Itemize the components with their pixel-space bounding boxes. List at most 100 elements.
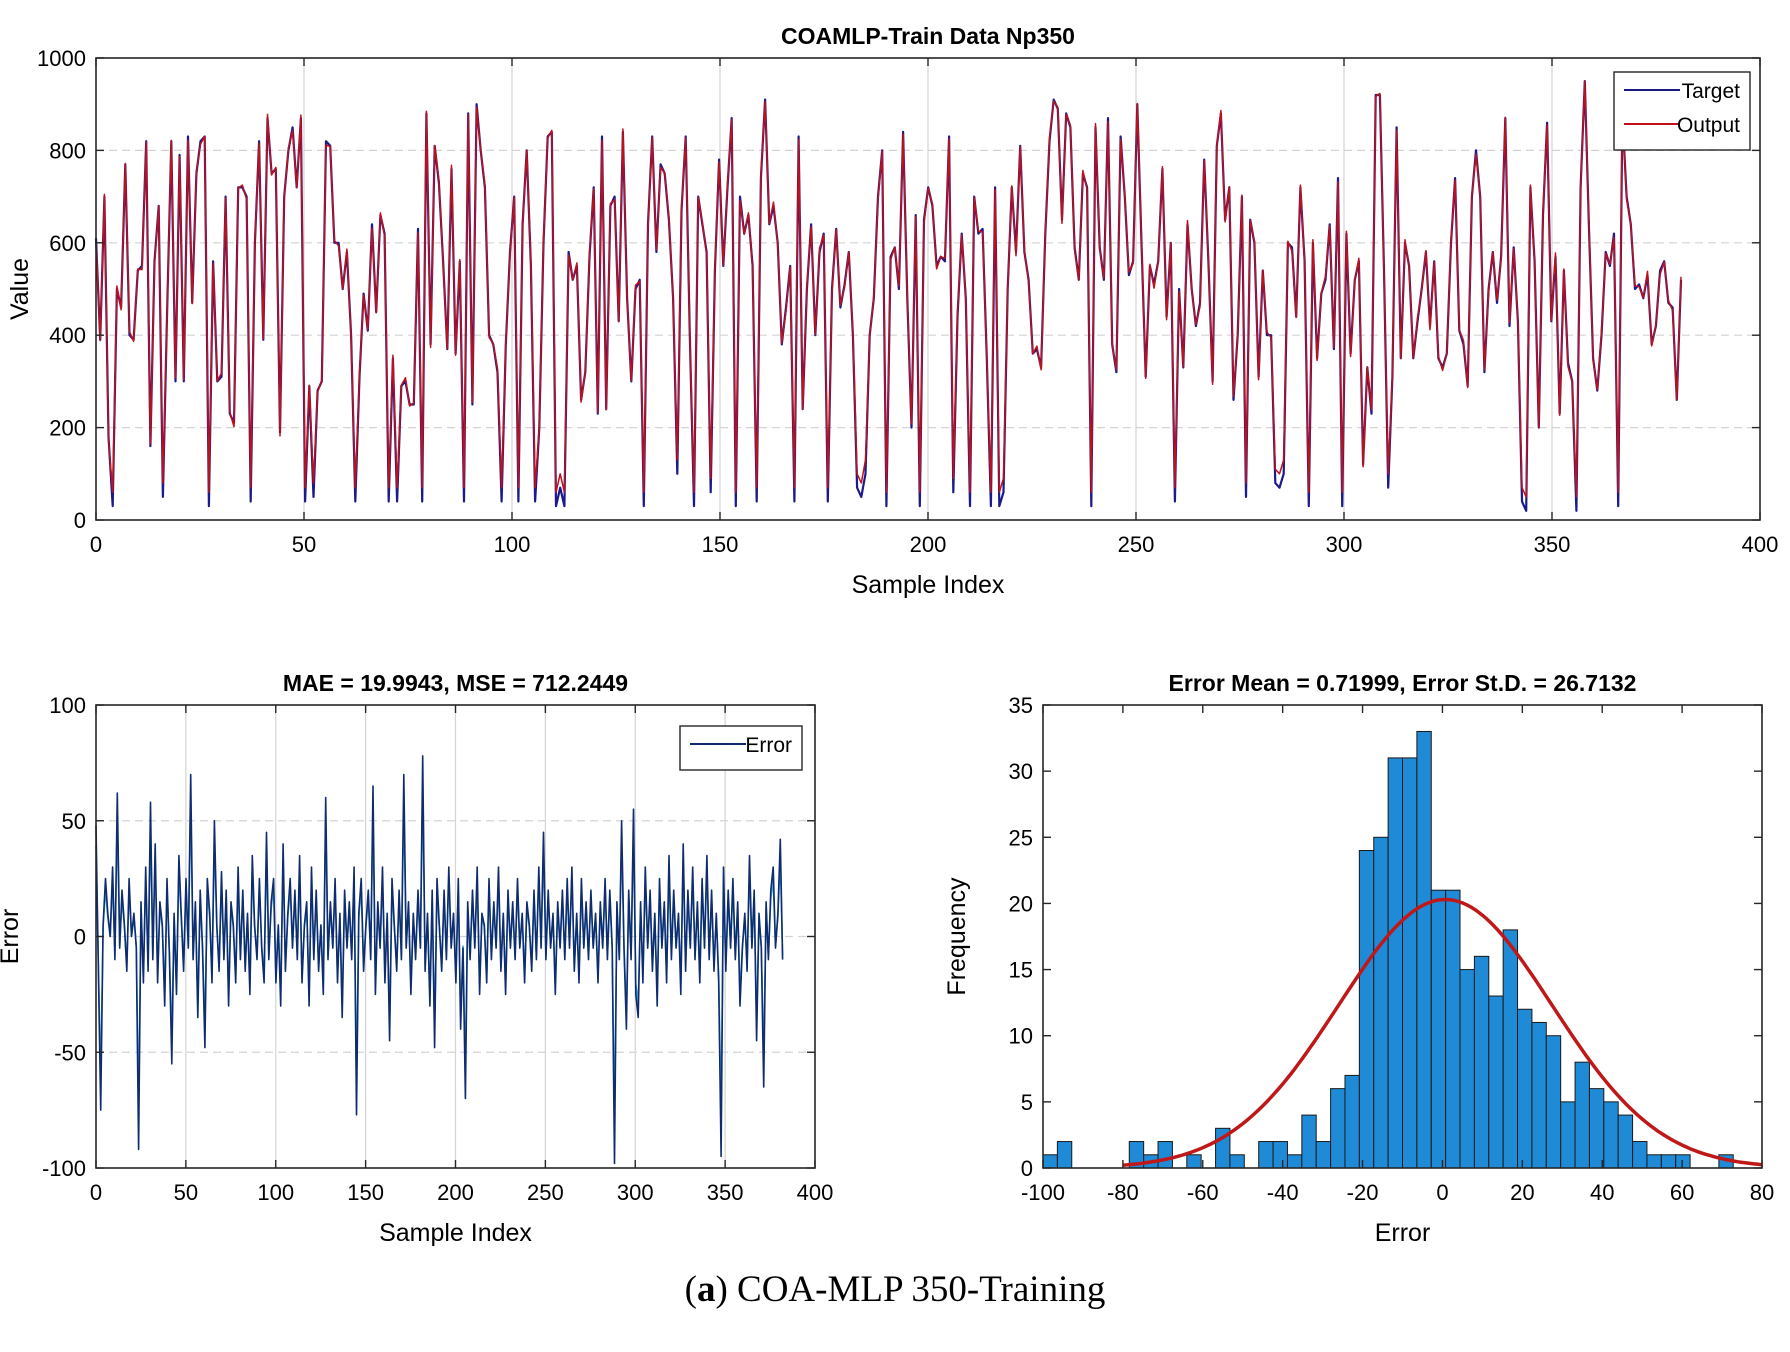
xtick-label-1-7: 350 — [707, 1180, 744, 1205]
histogram-bar-15 — [1258, 1141, 1274, 1169]
ytick-label-1-2: 0 — [74, 925, 86, 950]
xtick-label-0-8: 400 — [1742, 532, 1779, 557]
histogram-bar-33 — [1517, 1008, 1533, 1169]
xtick-label-1-1: 50 — [174, 1180, 198, 1205]
xtick-label-0-7: 350 — [1534, 532, 1571, 557]
xtick-label-1-3: 150 — [347, 1180, 384, 1205]
legend-label-0-1: Output — [1677, 114, 1740, 137]
histogram-bar-31 — [1488, 995, 1504, 1169]
xtick-label-1-6: 300 — [617, 1180, 654, 1205]
xtick-label-2-2: -60 — [1187, 1180, 1219, 1205]
series-output-line — [95, 80, 1682, 498]
xtick-label-0-2: 100 — [494, 532, 531, 557]
histogram-bar-18 — [1301, 1114, 1317, 1169]
ytick-label-0-4: 800 — [49, 138, 86, 163]
ytick-label-1-1: -50 — [54, 1040, 86, 1065]
ytick-label-0-2: 400 — [49, 323, 86, 348]
histogram-bar-10 — [1186, 1154, 1202, 1169]
histogram-bar-44 — [1675, 1154, 1691, 1169]
histogram-bar-22 — [1358, 850, 1375, 1169]
x-axis-label-1: Sample Index — [379, 1219, 532, 1247]
xtick-label-2-9: 80 — [1750, 1180, 1774, 1205]
xtick-label-0-1: 50 — [292, 532, 316, 557]
ytick-label-0-0: 0 — [74, 508, 86, 533]
xtick-label-2-3: -40 — [1267, 1180, 1299, 1205]
histogram-bar-20 — [1330, 1088, 1346, 1169]
histogram-bar-36 — [1560, 1101, 1576, 1169]
ytick-label-2-0: 0 — [1021, 1156, 1033, 1181]
xtick-label-2-1: -80 — [1107, 1180, 1139, 1205]
histogram-bar-24 — [1387, 757, 1403, 1169]
chart-title-2: Error Mean = 0.71999, Error St.D. = 26.7… — [1169, 670, 1637, 696]
histogram-bar-43 — [1660, 1154, 1677, 1169]
histogram-bar-25 — [1402, 757, 1418, 1169]
xtick-label-0-6: 300 — [1326, 532, 1363, 557]
histogram-bar-13 — [1229, 1154, 1245, 1169]
histogram-bar-29 — [1459, 969, 1475, 1169]
ytick-label-1-4: 100 — [49, 693, 86, 718]
legend-label-0-0: Target — [1682, 80, 1741, 103]
xtick-label-1-4: 200 — [437, 1180, 474, 1205]
histogram-bar-37 — [1574, 1061, 1590, 1169]
ytick-label-2-6: 30 — [1009, 759, 1033, 784]
histogram-bar-27 — [1430, 889, 1447, 1169]
xtick-label-2-0: -100 — [1021, 1180, 1065, 1205]
histogram-bar-40 — [1617, 1114, 1634, 1169]
histogram-bar-28 — [1445, 889, 1461, 1169]
xtick-label-1-5: 250 — [527, 1180, 564, 1205]
ytick-label-2-5: 25 — [1009, 825, 1033, 850]
histogram-bar-0 — [1042, 1154, 1058, 1169]
xtick-label-0-4: 200 — [910, 532, 947, 557]
xtick-label-1-8: 400 — [797, 1180, 834, 1205]
ytick-label-0-1: 200 — [49, 416, 86, 441]
series-error-line — [95, 755, 784, 1165]
caption-text: COA-MLP 350-Training — [737, 1269, 1106, 1310]
histogram-bar-19 — [1315, 1141, 1332, 1169]
ytick-label-2-2: 10 — [1009, 1024, 1033, 1049]
histogram-bar-32 — [1502, 929, 1519, 1169]
figure-caption: (a) COA-MLP 350-Training — [684, 1269, 1106, 1310]
histogram-bar-38 — [1588, 1088, 1605, 1169]
legend-box-1 — [679, 725, 803, 771]
histogram-bar-39 — [1603, 1101, 1619, 1169]
histogram-bar-16 — [1272, 1141, 1288, 1169]
xtick-label-0-0: 0 — [90, 532, 102, 557]
x-axis-label-0: Sample Index — [852, 571, 1005, 599]
histogram-bar-34 — [1531, 1021, 1547, 1169]
ytick-label-1-0: -100 — [42, 1156, 86, 1181]
legend-label-1-0: Error — [745, 734, 792, 757]
xtick-label-2-5: 0 — [1436, 1180, 1448, 1205]
histogram-bar-1 — [1056, 1141, 1073, 1169]
xtick-label-1-0: 0 — [90, 1180, 102, 1205]
y-axis-label-2: Frequency — [943, 877, 971, 996]
y-axis-label-1: Error — [0, 909, 24, 965]
histogram-bar-30 — [1473, 955, 1490, 1169]
ytick-label-0-5: 1000 — [37, 46, 86, 71]
xtick-label-2-8: 60 — [1670, 1180, 1694, 1205]
ytick-label-2-4: 20 — [1009, 891, 1033, 916]
axes-frame-2 — [1042, 704, 1763, 1169]
chart-title-0: COAMLP-Train Data Np350 — [781, 23, 1075, 49]
xtick-label-2-4: -20 — [1347, 1180, 1379, 1205]
legend-box-0 — [1613, 71, 1751, 151]
histogram-bar-41 — [1632, 1141, 1648, 1169]
ytick-label-2-7: 35 — [1009, 693, 1033, 718]
xtick-label-0-3: 150 — [702, 532, 739, 557]
histogram-bar-17 — [1286, 1154, 1303, 1169]
ytick-label-0-3: 600 — [49, 231, 86, 256]
xtick-label-0-5: 250 — [1118, 532, 1155, 557]
histogram-bar-42 — [1646, 1154, 1662, 1169]
histogram-bar-35 — [1545, 1035, 1562, 1169]
xtick-label-2-7: 40 — [1590, 1180, 1614, 1205]
histogram-bar-23 — [1373, 836, 1389, 1169]
histogram-bar-21 — [1344, 1074, 1360, 1169]
ytick-label-1-3: 50 — [62, 809, 86, 834]
ytick-label-2-1: 5 — [1021, 1090, 1033, 1115]
y-axis-label-0: Value — [6, 258, 34, 320]
xtick-label-2-6: 20 — [1510, 1180, 1534, 1205]
normal-fit-curve — [1122, 897, 1763, 1167]
caption-label: a — [696, 1269, 716, 1310]
histogram-bar-26 — [1416, 730, 1432, 1169]
